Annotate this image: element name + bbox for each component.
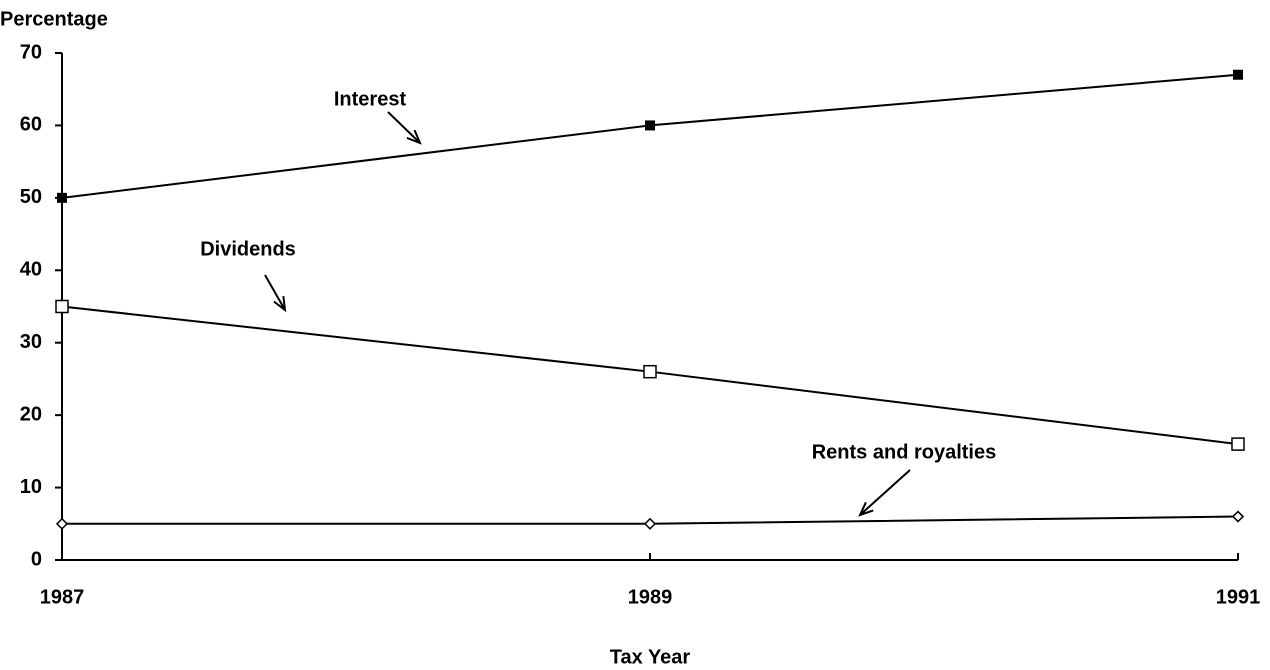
x-tick-label: 1987 xyxy=(40,586,85,608)
label-arrowhead xyxy=(406,129,422,145)
marker xyxy=(643,364,657,379)
y-axis-label: Percentage xyxy=(0,8,108,30)
marker xyxy=(55,299,69,314)
marker xyxy=(1231,437,1245,451)
series-line xyxy=(61,73,1239,199)
marker xyxy=(1231,510,1245,523)
marker xyxy=(57,192,67,203)
x-tick-label: 1989 xyxy=(628,586,673,608)
marker xyxy=(55,517,69,530)
x-tick-label: 1991 xyxy=(1216,586,1261,608)
label-arrow xyxy=(387,111,421,144)
series-label: Interest xyxy=(334,88,407,110)
series-label: Rents and royalties xyxy=(812,441,997,463)
y-tick-label: 60 xyxy=(20,114,42,136)
y-tick-label: 10 xyxy=(20,476,42,498)
series-label: Dividends xyxy=(200,238,296,260)
marker xyxy=(1233,69,1243,80)
label-arrow xyxy=(859,469,911,516)
y-tick-label: 40 xyxy=(20,259,42,281)
y-tick-label: 20 xyxy=(20,403,42,425)
y-tick-label: 30 xyxy=(20,331,42,353)
marker xyxy=(645,120,655,131)
x-axis-label: Tax Year xyxy=(610,646,691,668)
label-arrow xyxy=(264,274,286,311)
marker xyxy=(643,517,657,530)
label-arrowhead xyxy=(858,501,874,517)
y-tick-label: 0 xyxy=(31,548,42,570)
label-arrowhead xyxy=(273,295,287,313)
y-tick-label: 70 xyxy=(20,41,42,63)
y-tick-label: 50 xyxy=(20,186,42,208)
